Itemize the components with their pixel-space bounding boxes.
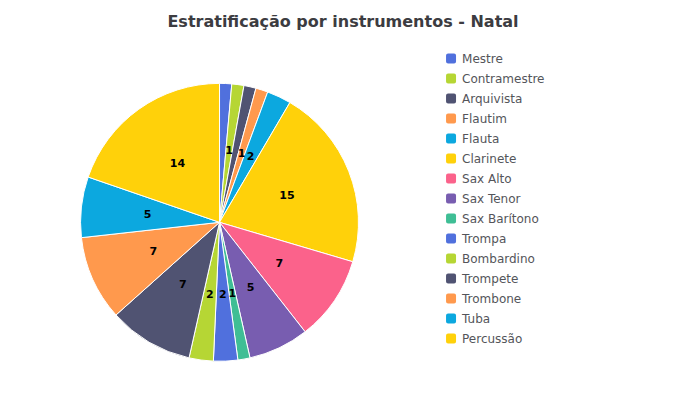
svg-text:Flautim: Flautim [462, 112, 507, 126]
svg-text:Estratificação por instrumento: Estratificação por instrumentos - Natal [167, 12, 518, 31]
svg-text:Tuba: Tuba [461, 312, 490, 326]
svg-text:Percussão: Percussão [462, 332, 522, 346]
svg-text:Sax Tenor: Sax Tenor [462, 192, 521, 206]
svg-text:Arquivista: Arquivista [462, 92, 522, 106]
svg-text:Sax Alto: Sax Alto [462, 172, 511, 186]
svg-text:Clarinete: Clarinete [462, 152, 516, 166]
svg-text:15: 15 [279, 189, 294, 202]
svg-text:Trompa: Trompa [461, 232, 506, 246]
svg-text:7: 7 [276, 257, 284, 270]
svg-text:Sax Barítono: Sax Barítono [462, 212, 539, 226]
svg-text:1: 1 [228, 287, 236, 300]
svg-text:5: 5 [247, 281, 255, 294]
svg-text:2: 2 [219, 288, 227, 301]
svg-text:Contramestre: Contramestre [462, 72, 544, 86]
svg-text:Mestre: Mestre [462, 52, 503, 66]
svg-text:7: 7 [179, 278, 187, 291]
svg-text:Flauta: Flauta [462, 132, 499, 146]
svg-text:Trombone: Trombone [461, 292, 521, 306]
svg-text:Bombardino: Bombardino [462, 252, 535, 266]
svg-text:2: 2 [206, 288, 214, 301]
svg-text:1: 1 [225, 144, 233, 157]
svg-text:14: 14 [170, 157, 186, 170]
svg-text:1: 1 [238, 147, 246, 160]
svg-text:5: 5 [144, 208, 152, 221]
svg-text:2: 2 [247, 150, 255, 163]
svg-text:Trompete: Trompete [461, 272, 518, 286]
svg-text:7: 7 [150, 245, 158, 258]
